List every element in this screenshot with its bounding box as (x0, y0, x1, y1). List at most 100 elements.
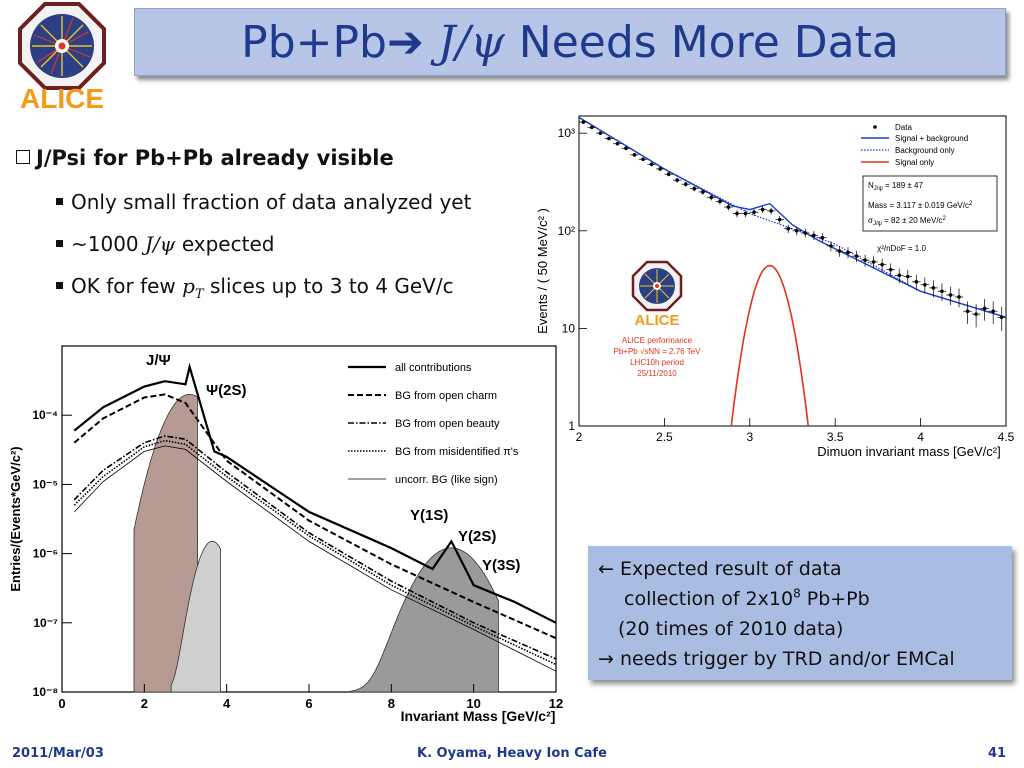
x-tick-label: 3.5 (827, 430, 844, 444)
fit-mass-superscript: 2 (969, 201, 973, 207)
chi2-label: χ²/nDoF = 1.0 (877, 244, 926, 253)
data-point (974, 312, 978, 316)
performance-line-2: Pb+Pb √sNN = 2.76 TeV (614, 347, 702, 356)
annotation-upsilon-3s: Υ(3S) (482, 557, 520, 574)
fit-sigma-subscript: J/ψ (873, 221, 882, 227)
title-arrow: ➔ (386, 16, 424, 68)
data-point (692, 186, 697, 191)
alice-performance-logo-text: ALICE (635, 312, 680, 329)
data-point (888, 267, 893, 272)
fit-mass-value: Mass = 3.117 ± 0.019 GeV/c (868, 201, 969, 210)
legend-label-all: all contributions (395, 362, 472, 374)
data-point (607, 136, 611, 141)
performance-line-4: 25/11/2010 (637, 369, 677, 378)
data-point (982, 306, 987, 311)
square-bullet-icon (56, 240, 63, 247)
data-point (940, 289, 944, 294)
series-line-3 (73, 439, 557, 666)
data-point (820, 235, 825, 240)
data-point (624, 146, 628, 151)
note-line-2-superscript: 8 (793, 586, 801, 601)
series-line-1 (73, 393, 557, 640)
square-bullet-icon (56, 282, 63, 289)
data-point (760, 207, 765, 212)
legend-label-bkg: Background only (895, 146, 955, 155)
data-point (598, 131, 603, 135)
data-point (854, 254, 859, 258)
data-point (948, 293, 953, 297)
x-tick-label: 12 (549, 696, 563, 711)
bullet-sub-3-prefix: OK for few (71, 274, 183, 298)
annotation-upsilon-1s: Υ(1S) (410, 507, 448, 524)
series-line-4 (74, 445, 557, 672)
right-x-axis-label: Dimuon invariant mass [GeV/c²] (817, 444, 1001, 459)
performance-line-3: LHC10h period (630, 358, 684, 367)
note-line-2-prefix: collection of 2x10 (624, 588, 794, 610)
alice-logo: ALICE (18, 2, 106, 112)
note-line-3: (20 times of 2010 data) (618, 618, 844, 640)
x-tick-label: 2 (141, 696, 148, 711)
data-point (829, 244, 833, 248)
data-point (666, 172, 671, 177)
y-tick-label: 10⁻⁴ (32, 408, 58, 422)
alice-performance-logo (631, 260, 683, 312)
bullet-sub-3-suffix: slices up to 3 to 4 GeV/c (203, 274, 454, 298)
slide-title: Pb+Pb➔ J/ψ Needs More Data (241, 17, 899, 68)
x-tick-label: 3 (746, 430, 753, 444)
data-point (812, 233, 816, 238)
data-point (957, 295, 961, 299)
fit-yield-prefix: N (868, 181, 874, 190)
data-point (615, 141, 620, 146)
bullet-sub-2-math: J/ψ (145, 232, 176, 256)
left-x-axis-label: Invariant Mass [GeV/c²] (401, 708, 556, 724)
footer-date: 2011/Mar/03 (12, 746, 104, 761)
x-tick-label: 4 (223, 696, 231, 711)
legend-label-misid: BG from misidentified π's (395, 446, 519, 458)
data-point (777, 217, 782, 222)
fit-result-box (862, 175, 998, 232)
right-y-axis-label: Events / ( 50 MeV/c² ) (535, 208, 550, 334)
data-point (786, 226, 791, 231)
data-point (803, 231, 808, 235)
right-legend: Data Signal + background Background only… (861, 123, 968, 167)
total-fit-curve (578, 116, 1007, 318)
jpsi-resonance-fill (133, 394, 199, 693)
fit-yield-subscript: J/ψ (874, 186, 883, 192)
x-tick-label: 4 (917, 430, 924, 444)
series-line-2 (73, 435, 557, 660)
legend-label-uncorr: uncorr. BG (like sign) (395, 474, 498, 486)
footer-page-number: 41 (988, 746, 1007, 761)
data-point (735, 211, 739, 216)
title-banner: Pb+Pb➔ J/ψ Needs More Data (134, 8, 1006, 76)
left-y-axis-label: Entries/(Events*GeV/c²) (8, 446, 23, 591)
data-point (752, 210, 756, 215)
data-point (991, 309, 995, 314)
legend-label-data: Data (895, 123, 912, 132)
expected-result-note: ← Expected result of data collection of … (588, 546, 1012, 680)
signal-fit-curve (730, 264, 810, 427)
fit-sigma: σJ/ψ = 82 ± 20 MeV/c2 (868, 216, 947, 227)
bullet-sub-1: Only small fraction of data analyzed yet (56, 190, 471, 214)
bullet-sub-2-prefix: ~1000 (71, 232, 146, 256)
data-point (683, 182, 688, 187)
data-point (718, 199, 722, 204)
bullet-sub-2: ~1000 J/ψ expected (56, 232, 274, 256)
x-tick-label: 10 (466, 696, 480, 711)
psi2s-resonance-fill (170, 540, 221, 693)
data-point (581, 120, 586, 124)
performance-line-1: ALICE performance (622, 336, 693, 345)
data-point (999, 315, 1004, 320)
performance-label: ALICE performance Pb+Pb √sNN = 2.76 TeV … (614, 336, 702, 378)
data-point (709, 195, 714, 200)
data-point (769, 209, 773, 213)
bullet-sub-3: OK for few pT slices up to 3 to 4 GeV/c (56, 274, 454, 302)
data-point (914, 280, 919, 284)
annotation-jpsi: J/Ψ (146, 352, 171, 369)
bullet-sub-3-subscript: T (194, 287, 204, 302)
x-tick-label: 0 (58, 696, 65, 711)
data-point (863, 258, 867, 262)
fit-yield: NJ/ψ = 189 ± 47 (868, 181, 923, 192)
data-point (837, 249, 842, 253)
note-line-4: → needs trigger by TRD and/or EMCal (598, 648, 955, 670)
data-point (931, 286, 936, 290)
